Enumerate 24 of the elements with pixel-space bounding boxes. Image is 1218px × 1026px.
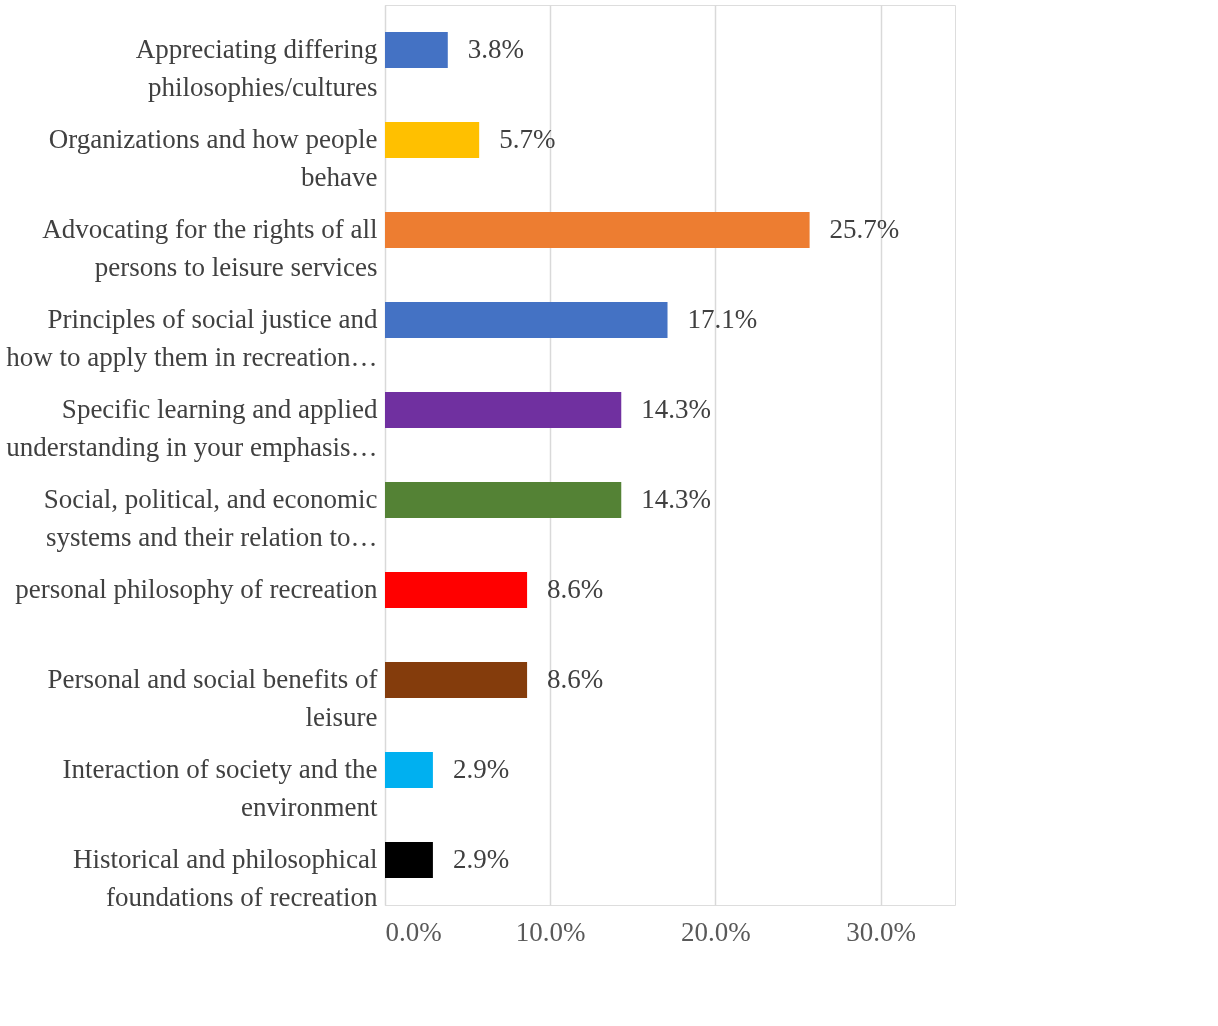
- y-tick-label: Personal and social benefits of leisure: [47, 664, 378, 732]
- y-tick-label: Historical and philosophical foundations of recreation: [73, 844, 378, 912]
- x-tick-label: 20.0%: [681, 916, 751, 947]
- data-label: 14.3%: [641, 394, 712, 424]
- x-tick-label: 0.0%: [385, 916, 442, 947]
- data-label: 8.6%: [547, 574, 604, 604]
- data-label: 8.6%: [547, 664, 604, 694]
- y-tick-label: personal philosophy of recreation: [15, 574, 378, 604]
- y-tick-label: Principles of social justice and how to apply them in recreation…: [6, 304, 378, 372]
- y-tick-label: Specific learning and applied understanding in your emphasis…: [6, 394, 378, 462]
- data-label: 2.9%: [452, 754, 510, 784]
- y-tick-label: Interaction of society and the environment: [62, 754, 378, 822]
- y-tick-label: Organizations and how people behave: [48, 124, 378, 192]
- data-label: 5.7%: [499, 124, 556, 154]
- data-label: 14.3%: [641, 484, 712, 514]
- y-tick-label: Advocating for the rights of all persons to leisure services: [42, 214, 378, 282]
- x-tick-label: 30.0%: [846, 916, 917, 947]
- x-tick-label: 10.0%: [515, 916, 586, 947]
- data-label: 3.8%: [467, 34, 525, 64]
- y-tick-label: Appreciating differing philosophies/cultures: [135, 34, 378, 102]
- data-label: 25.7%: [829, 214, 900, 244]
- data-label: 17.1%: [687, 304, 758, 334]
- y-tick-label: Social, political, and economic systems and their relation to…: [43, 484, 378, 552]
- data-label: 2.9%: [452, 844, 510, 874]
